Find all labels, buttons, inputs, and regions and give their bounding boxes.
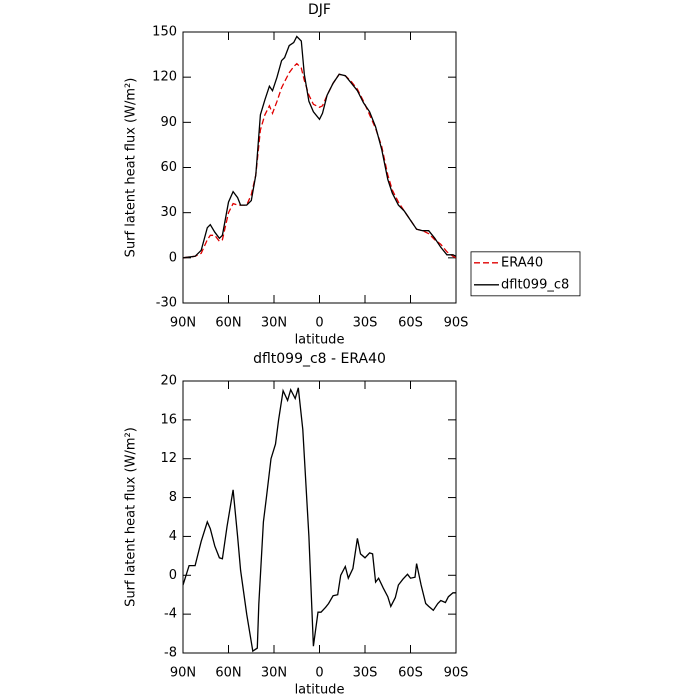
y-tick-label: 20 (160, 374, 177, 389)
x-tick-label: 60S (398, 316, 423, 331)
chart-title: dflt099_c8 - ERA40 (253, 351, 386, 367)
plot-frame (182, 380, 457, 654)
legend-label: ERA40 (501, 255, 543, 270)
x-tick-label: 60N (215, 666, 241, 681)
y-axis-label: Surf latent heat flux (W/m²) (124, 427, 139, 607)
x-tick-label: 0 (315, 666, 323, 681)
x-tick-label: 60S (398, 666, 423, 681)
y-tick-label: 90 (160, 115, 177, 130)
y-tick-label: -30 (156, 296, 177, 311)
y-tick-label: 16 (160, 412, 177, 427)
x-tick-label: 90S (444, 666, 469, 681)
y-tick-label: -4 (164, 607, 177, 622)
data-line (182, 35, 457, 259)
y-tick-label: 0 (169, 568, 177, 583)
y-tick-label: 30 (160, 205, 177, 220)
x-tick-label: 30S (353, 666, 378, 681)
x-axis-label: latitude (295, 683, 345, 698)
legend-box (470, 251, 581, 297)
x-tick-label: 30N (261, 666, 287, 681)
y-tick-label: 12 (160, 451, 177, 466)
x-tick-label: 30S (353, 316, 378, 331)
x-tick-label: 90N (170, 316, 196, 331)
y-axis-label: Surf latent heat flux (W/m²) (124, 78, 139, 258)
y-tick-label: 0 (169, 250, 177, 265)
x-tick-label: 30N (261, 316, 287, 331)
x-tick-label: 60N (215, 316, 241, 331)
y-tick-label: 150 (152, 25, 177, 40)
y-tick-label: -8 (164, 646, 177, 661)
data-line (182, 387, 456, 653)
x-axis-label: latitude (295, 333, 345, 348)
legend-label: dflt099_c8 (501, 277, 569, 292)
x-tick-label: 0 (315, 316, 323, 331)
y-tick-label: 4 (169, 529, 177, 544)
chart-title: DJF (308, 2, 331, 18)
plot-frame (182, 31, 457, 304)
x-tick-label: 90N (170, 666, 196, 681)
y-tick-label: 120 (152, 70, 177, 85)
y-tick-label: 8 (169, 490, 177, 505)
x-tick-label: 90S (444, 316, 469, 331)
y-tick-label: 60 (160, 160, 177, 175)
